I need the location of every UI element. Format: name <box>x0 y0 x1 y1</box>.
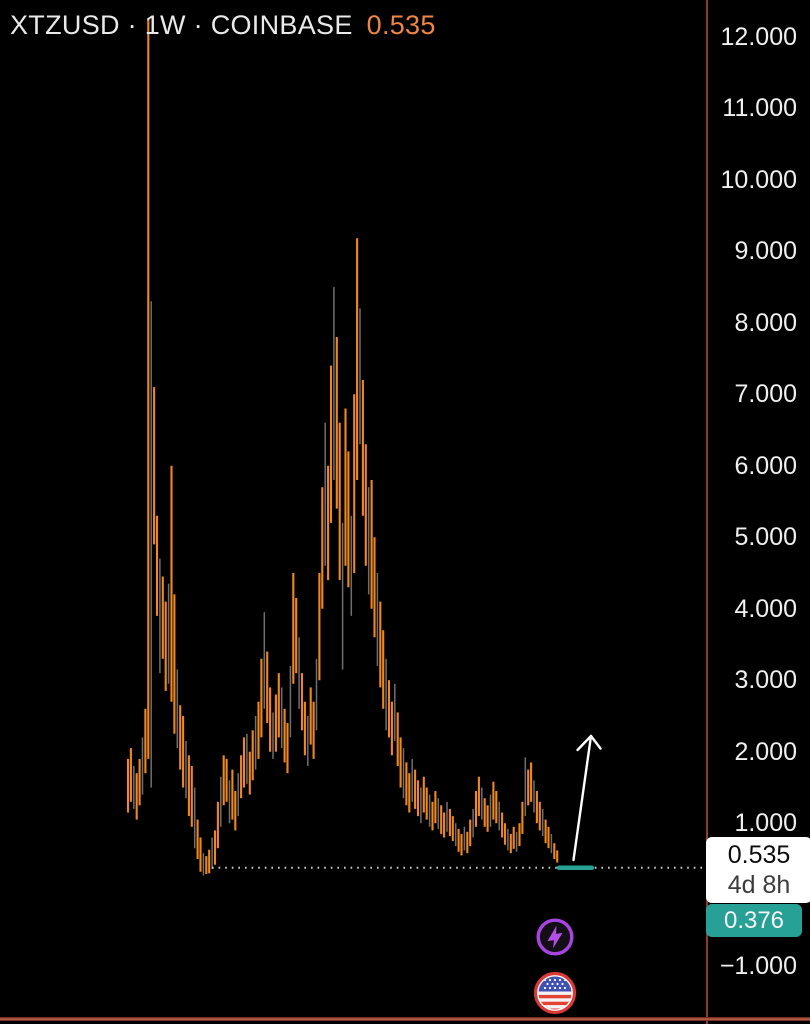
level-price-value: 0.376 <box>723 906 785 934</box>
up-arrow-drawing[interactable] <box>572 734 602 862</box>
axis-price-label: 8.000 <box>734 309 797 337</box>
axis-price-label: 6.000 <box>734 452 797 480</box>
axis-price-label: 12.000 <box>720 23 797 51</box>
axis-price-label: −1.000 <box>719 952 797 980</box>
us-flag-button[interactable] <box>533 971 577 1015</box>
axis-price-label: 10.000 <box>720 166 797 194</box>
current-price-value: 0.535 <box>727 841 791 869</box>
us-flag-icon <box>533 971 577 1015</box>
level-price-label[interactable]: 0.376 <box>706 904 802 937</box>
header-last-price: 0.535 <box>366 10 436 40</box>
current-price-label[interactable]: 0.535 4d 8h <box>706 837 810 903</box>
axis-price-label: 9.000 <box>734 237 797 265</box>
symbol-header[interactable]: XTZUSD · 1W · COINBASE 0.535 <box>10 10 436 41</box>
axis-price-label: 5.000 <box>734 523 797 551</box>
price-bars <box>126 18 559 876</box>
symbol-title: XTZUSD · 1W · COINBASE <box>10 10 353 40</box>
axis-price-label: 7.000 <box>734 380 797 408</box>
time-axis-border <box>0 1017 810 1021</box>
axis-price-label: 1.000 <box>734 809 797 837</box>
lightning-button[interactable] <box>535 917 575 957</box>
price-axis-border <box>706 0 708 1024</box>
lightning-bolt-icon <box>536 918 574 956</box>
axis-price-label: 11.000 <box>722 94 797 122</box>
bar-countdown: 4d 8h <box>727 871 791 899</box>
axis-price-label: 4.000 <box>734 595 797 623</box>
axis-price-label: 3.000 <box>734 666 797 694</box>
axis-price-label: 2.000 <box>734 738 797 766</box>
